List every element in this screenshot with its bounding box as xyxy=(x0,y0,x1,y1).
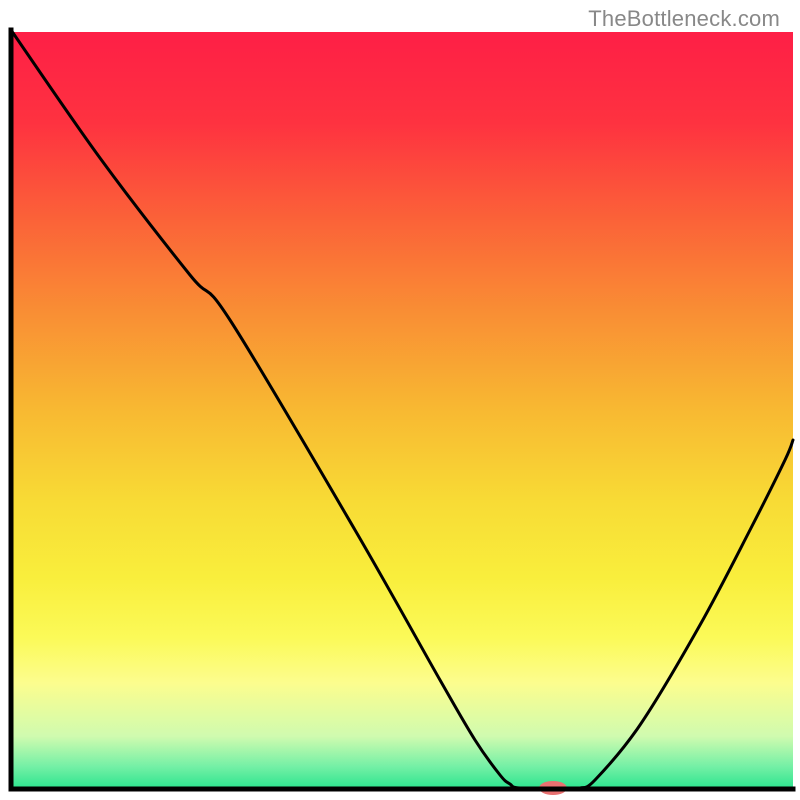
watermark-label: TheBottleneck.com xyxy=(588,6,780,32)
bottleneck-chart xyxy=(0,0,800,800)
gradient-background xyxy=(11,32,793,789)
